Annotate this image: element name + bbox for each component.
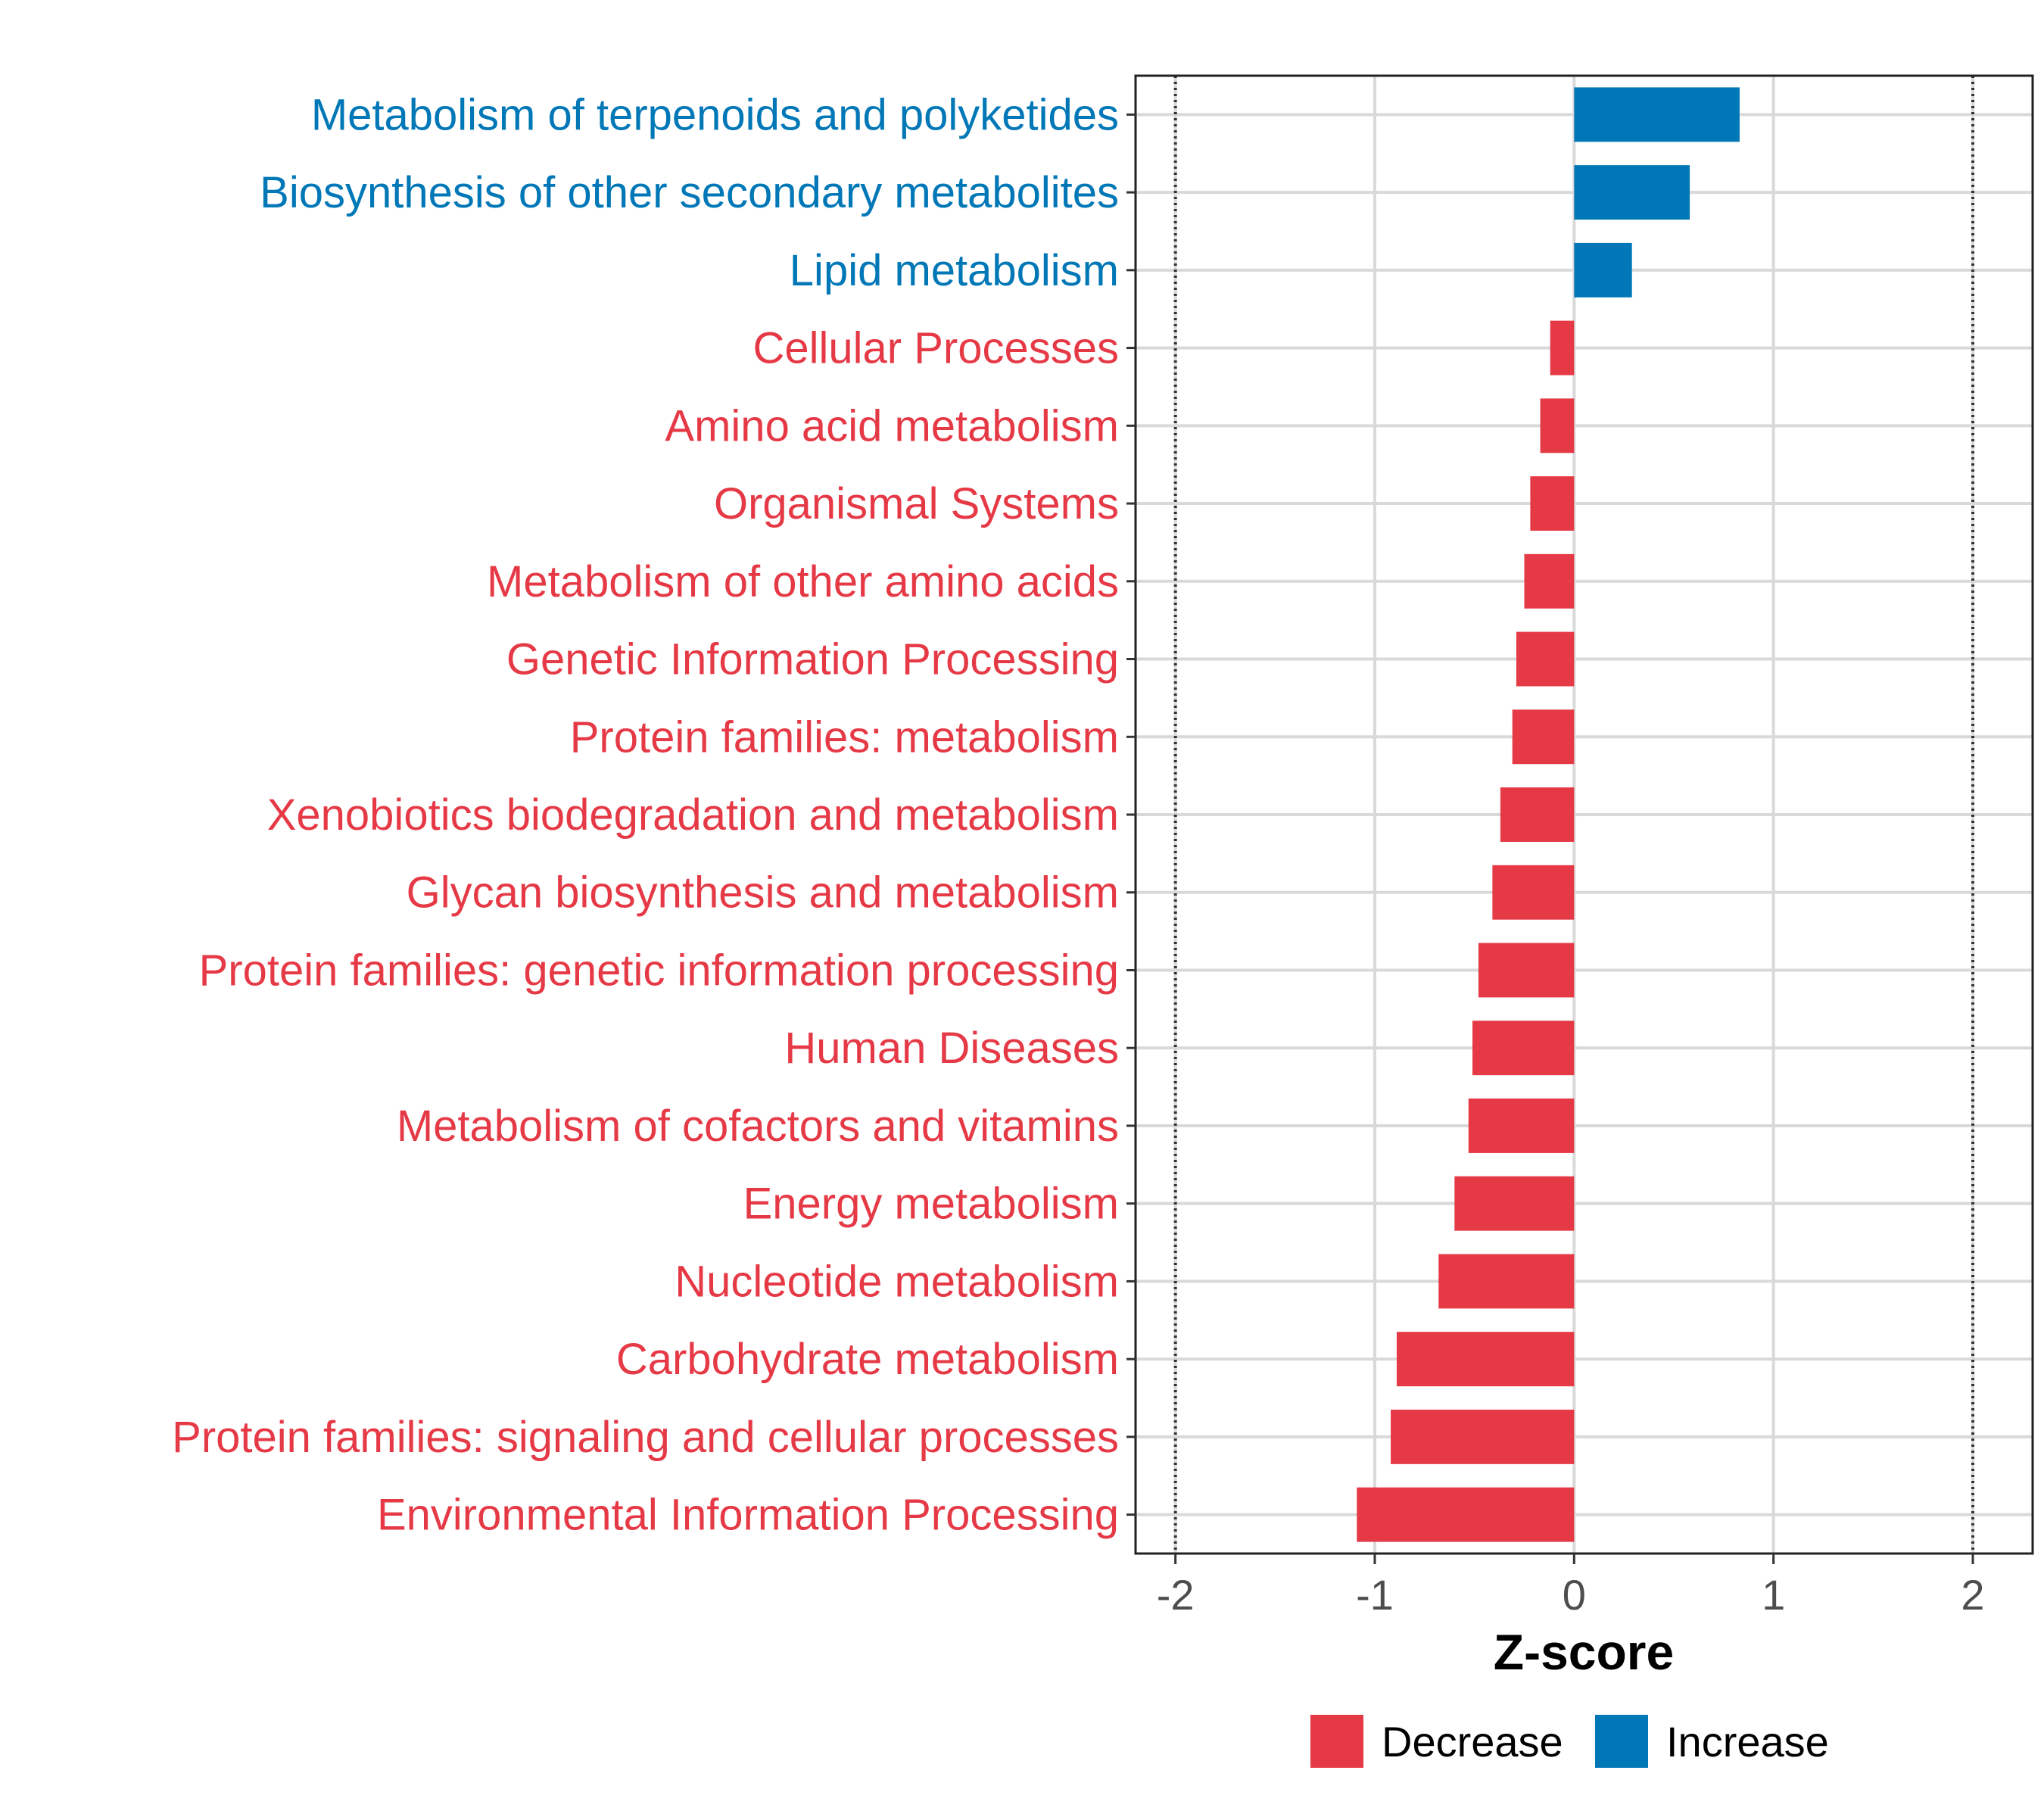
category-label: Xenobiotics biodegradation and metabolis…: [267, 790, 1119, 840]
category-label: Protein families: genetic information pr…: [199, 946, 1119, 995]
category-label: Lipid metabolism: [790, 246, 1119, 295]
category-label: Metabolism of other amino acids: [487, 557, 1119, 606]
bar: [1454, 1176, 1575, 1231]
bar: [1438, 1254, 1575, 1309]
legend-label: Decrease: [1382, 1718, 1563, 1766]
bar: [1512, 709, 1575, 765]
x-tick-label: -2: [1157, 1571, 1195, 1619]
category-label: Organismal Systems: [714, 479, 1119, 528]
x-tick-label: 0: [1563, 1571, 1586, 1619]
legend: Decrease Increase: [1310, 1715, 1829, 1768]
reference-lines: [1173, 76, 1974, 1554]
legend-swatch: [1595, 1715, 1648, 1768]
category-label: Metabolism of cofactors and vitamins: [397, 1102, 1119, 1151]
bar: [1500, 787, 1575, 842]
x-tick-label: 2: [1961, 1571, 1984, 1619]
category-label: Environmental Information Processing: [377, 1491, 1119, 1540]
bar: [1396, 1332, 1575, 1387]
bar: [1524, 553, 1575, 609]
bar: [1574, 242, 1632, 298]
category-labels: Metabolism of terpenoids and polyketides…: [172, 90, 1119, 1539]
category-label: Amino acid metabolism: [665, 401, 1119, 450]
bar: [1472, 1021, 1575, 1076]
x-tick-label: -1: [1356, 1571, 1394, 1619]
x-axis-ticks: [1174, 1554, 1974, 1564]
x-axis-tick-labels: -2 -1 0 1 2: [1157, 1571, 1985, 1619]
category-label: Cellular Processes: [752, 324, 1119, 373]
legend-label: Increase: [1666, 1718, 1829, 1766]
category-label: Genetic Information Processing: [506, 635, 1119, 684]
category-label: Human Diseases: [784, 1024, 1119, 1073]
x-axis-title: Z-score: [1494, 1624, 1674, 1680]
category-label: Carbohydrate metabolism: [616, 1335, 1119, 1384]
x-tick-label: 1: [1762, 1571, 1785, 1619]
category-label: Protein families: signaling and cellular…: [172, 1413, 1119, 1462]
category-label: Energy metabolism: [743, 1180, 1119, 1229]
y-axis-ticks: [1126, 113, 1136, 1516]
bar: [1540, 398, 1575, 453]
bar: [1516, 631, 1575, 687]
legend-swatch: [1310, 1715, 1363, 1768]
category-label: Protein families: metabolism: [570, 712, 1119, 762]
bar: [1478, 943, 1575, 998]
category-label: Biosynthesis of other secondary metaboli…: [260, 168, 1119, 217]
bar: [1574, 165, 1690, 220]
bar: [1391, 1409, 1575, 1464]
bars: [1357, 87, 1740, 1542]
category-label: Metabolism of terpenoids and polyketides: [311, 90, 1119, 139]
bar: [1492, 865, 1575, 920]
bar: [1574, 87, 1740, 142]
bar: [1550, 320, 1575, 376]
bar: [1357, 1487, 1575, 1542]
category-label: Nucleotide metabolism: [675, 1257, 1119, 1306]
category-label: Glycan biosynthesis and metabolism: [407, 868, 1119, 918]
bar: [1530, 476, 1575, 531]
bar: [1468, 1098, 1575, 1153]
